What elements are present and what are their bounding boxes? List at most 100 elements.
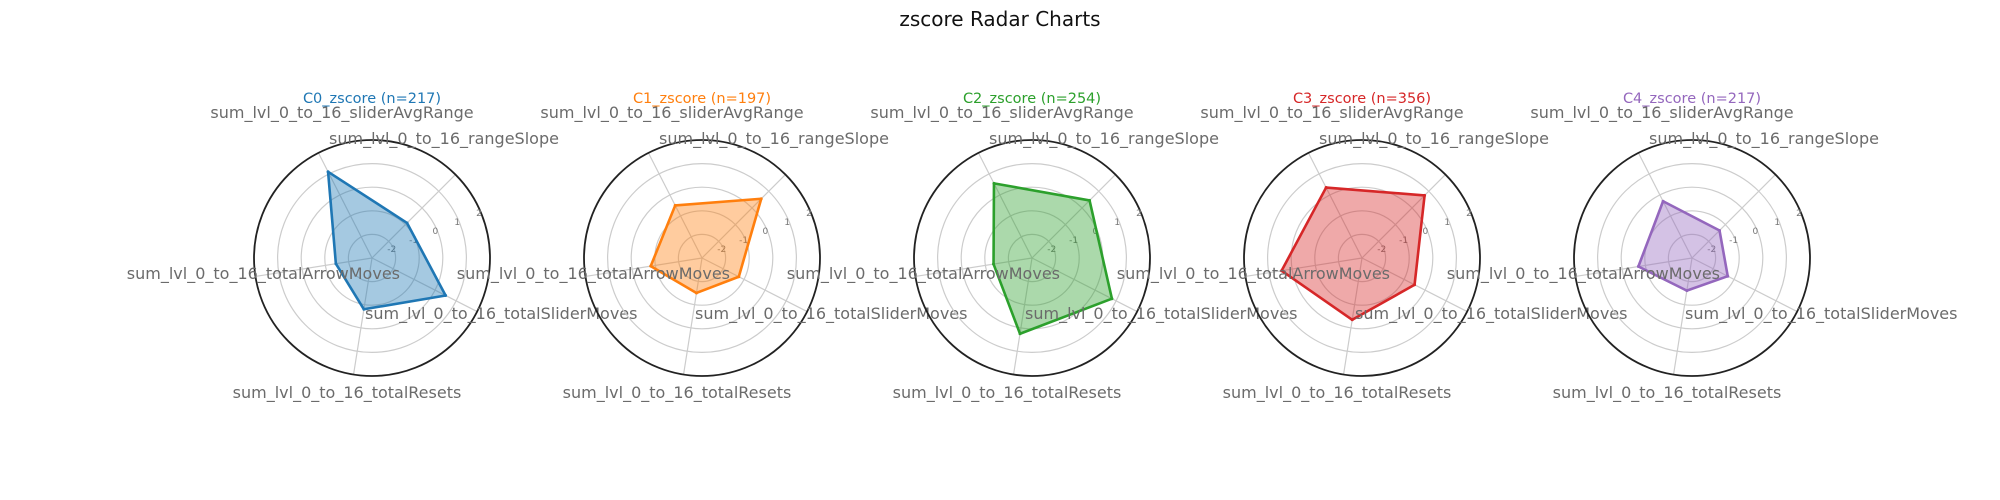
grid-ring xyxy=(347,233,397,283)
data-point xyxy=(444,294,448,297)
radar-outer-ring xyxy=(583,139,821,377)
axis-label: sum_lvl_0_to_16_sliderAvgRange xyxy=(870,103,1133,123)
grid-spoke xyxy=(1672,257,1693,375)
figure-title: zscore Radar Charts xyxy=(899,7,1100,31)
grid-spoke xyxy=(1031,257,1138,313)
radar-charts: -2 -1 0 1 2 sum_lvl_0_to_16_rangeSlope sum_lvl… xyxy=(127,91,1958,403)
data-point xyxy=(334,262,338,266)
series-area xyxy=(1637,199,1730,292)
radial-tick-label: 1 xyxy=(1444,218,1450,228)
radial-tick-label: 2 xyxy=(476,209,482,219)
data-point xyxy=(992,181,996,185)
grid-spoke xyxy=(371,174,456,259)
grid-spoke xyxy=(701,174,786,259)
radial-tick-label: -2 xyxy=(1707,245,1716,255)
axis-label: sum_lvl_0_to_16_sliderAvgRange xyxy=(1530,103,1793,123)
data-point xyxy=(1350,318,1354,322)
data-point xyxy=(1110,297,1114,301)
grid-spoke xyxy=(977,152,1033,259)
grid-spoke xyxy=(1575,257,1693,278)
grid-ring xyxy=(1337,233,1387,283)
data-point xyxy=(1661,199,1665,203)
data-point xyxy=(1636,264,1640,268)
data-point xyxy=(694,291,698,295)
grid-spoke xyxy=(255,257,373,278)
grid-spoke xyxy=(1307,152,1363,259)
grid-ring xyxy=(1596,163,1787,354)
axis-label: sum_lvl_0_to_16_totalArrowMoves xyxy=(457,264,730,284)
grid-ring xyxy=(324,210,420,306)
grid-ring xyxy=(300,186,444,330)
grid-spoke xyxy=(1342,257,1363,375)
radial-tick-label: 0 xyxy=(763,227,769,237)
grid-spoke xyxy=(1637,152,1693,259)
axis-label: sum_lvl_0_to_16_totalSliderMoves xyxy=(695,304,967,324)
grid-ring xyxy=(1290,186,1434,330)
grid-ring xyxy=(277,163,468,354)
axis-label: sum_lvl_0_to_16_totalArrowMoves xyxy=(1117,264,1390,284)
subplot-title: C4_zscore (n=217) xyxy=(1623,91,1761,107)
radar-outer-ring xyxy=(913,139,1151,377)
radial-tick-label: -1 xyxy=(1399,236,1408,246)
data-point xyxy=(759,197,763,201)
radar-outer-ring xyxy=(1573,139,1811,377)
grid-spoke xyxy=(1031,174,1116,259)
grid-spoke xyxy=(371,257,478,313)
data-point xyxy=(1018,332,1022,336)
grid-ring xyxy=(630,186,774,330)
series-area xyxy=(326,170,447,311)
grid-ring xyxy=(1007,233,1057,283)
radial-tick-label: 2 xyxy=(1466,209,1472,219)
radar-outer-ring xyxy=(253,139,491,377)
grid-ring xyxy=(936,163,1127,354)
grid-ring xyxy=(1266,163,1457,354)
axis-label: sum_lvl_0_to_16_sliderAvgRange xyxy=(540,103,803,123)
series-area xyxy=(649,197,763,295)
data-point xyxy=(737,275,741,279)
radial-tick-label: 0 xyxy=(1423,227,1429,237)
radar-outer-ring xyxy=(1243,139,1481,377)
radial-tick-label: 2 xyxy=(1796,209,1802,219)
axis-label: sum_lvl_0_to_16_sliderAvgRange xyxy=(1200,103,1463,123)
grid-spoke xyxy=(1691,257,1798,313)
axis-label: sum_lvl_0_to_16_rangeSlope xyxy=(1319,129,1549,149)
radial-tick-label: -2 xyxy=(387,245,396,255)
axis-label: sum_lvl_0_to_16_totalSliderMoves xyxy=(1355,304,1627,324)
radial-tick-label: 0 xyxy=(1753,227,1759,237)
grid-ring xyxy=(1644,210,1740,306)
radial-tick-label: 1 xyxy=(454,218,460,228)
subplot-title: C3_zscore (n=356) xyxy=(1293,91,1431,107)
series-area xyxy=(992,182,1114,336)
radar-chart-1: -2 -1 0 1 2 sum_lvl_0_to_16_rangeSlope sum_lvl… xyxy=(457,91,968,403)
grid-spoke xyxy=(1361,174,1446,259)
radar-chart-3: -2 -1 0 1 2 sum_lvl_0_to_16_rangeSlope sum_lvl… xyxy=(1117,91,1628,403)
grid-spoke xyxy=(352,257,373,375)
radial-tick-label: -2 xyxy=(1047,245,1056,255)
grid-spoke xyxy=(585,257,703,278)
axis-label: sum_lvl_0_to_16_rangeSlope xyxy=(1649,129,1879,149)
series-area xyxy=(1280,186,1426,322)
axis-label: sum_lvl_0_to_16_totalArrowMoves xyxy=(1447,264,1720,284)
radial-tick-label: 1 xyxy=(1114,218,1120,228)
radial-tick-label: 0 xyxy=(433,227,439,237)
data-point xyxy=(1726,274,1730,278)
grid-ring xyxy=(606,163,797,354)
data-point xyxy=(1413,283,1417,287)
data-point xyxy=(1718,228,1722,232)
radial-tick-label: 2 xyxy=(806,209,812,219)
grid-ring xyxy=(984,210,1080,306)
data-point xyxy=(1088,198,1092,202)
axis-label: sum_lvl_0_to_16_rangeSlope xyxy=(659,129,889,149)
axis-label: sum_lvl_0_to_16_totalResets xyxy=(1223,383,1452,403)
axis-label: sum_lvl_0_to_16_totalSliderMoves xyxy=(365,304,637,324)
grid-spoke xyxy=(701,257,808,313)
subplot-title: C2_zscore (n=254) xyxy=(963,91,1101,107)
axis-label: sum_lvl_0_to_16_totalResets xyxy=(1553,383,1782,403)
data-point xyxy=(673,203,677,207)
radial-tick-label: 1 xyxy=(784,218,790,228)
radar-chart-2: -2-1012sum_lvl_0_to_16_rangeSlopesum_lvl… xyxy=(787,91,1298,403)
axis-label: sum_lvl_0_to_16_sliderAvgRange xyxy=(210,103,473,123)
grid-spoke xyxy=(1012,257,1033,375)
axis-label: sum_lvl_0_to_16_totalResets xyxy=(233,383,462,403)
grid-spoke xyxy=(682,257,703,375)
